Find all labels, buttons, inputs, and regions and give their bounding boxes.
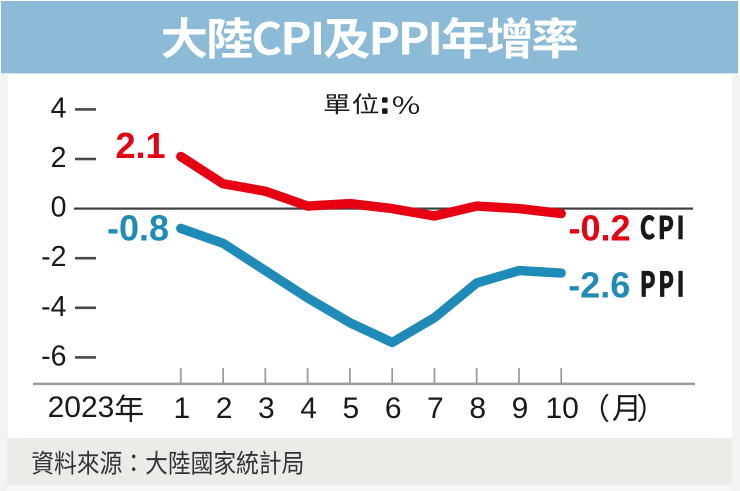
svg-text:2: 2: [51, 142, 67, 174]
svg-text:0: 0: [51, 192, 67, 224]
svg-text:2023: 2023: [48, 391, 115, 424]
svg-text:6: 6: [385, 392, 402, 425]
svg-text:-0.2: -0.2: [569, 208, 631, 249]
svg-text:9: 9: [512, 392, 529, 425]
svg-text:10: 10: [546, 392, 579, 425]
svg-text:-2: -2: [41, 241, 66, 273]
svg-text:4: 4: [300, 392, 317, 425]
svg-text:3: 3: [258, 392, 275, 425]
svg-text:2: 2: [216, 392, 233, 425]
svg-text:1: 1: [173, 392, 190, 425]
svg-text:2.1: 2.1: [115, 125, 165, 166]
svg-text:5: 5: [343, 392, 360, 425]
svg-text:-6: -6: [41, 340, 66, 372]
svg-text:-0.8: -0.8: [107, 207, 169, 248]
svg-text:4: 4: [51, 92, 67, 124]
svg-text:8: 8: [469, 392, 486, 425]
svg-text:-2.6: -2.6: [568, 264, 630, 305]
svg-text:-4: -4: [41, 291, 66, 323]
svg-text:7: 7: [427, 392, 444, 425]
